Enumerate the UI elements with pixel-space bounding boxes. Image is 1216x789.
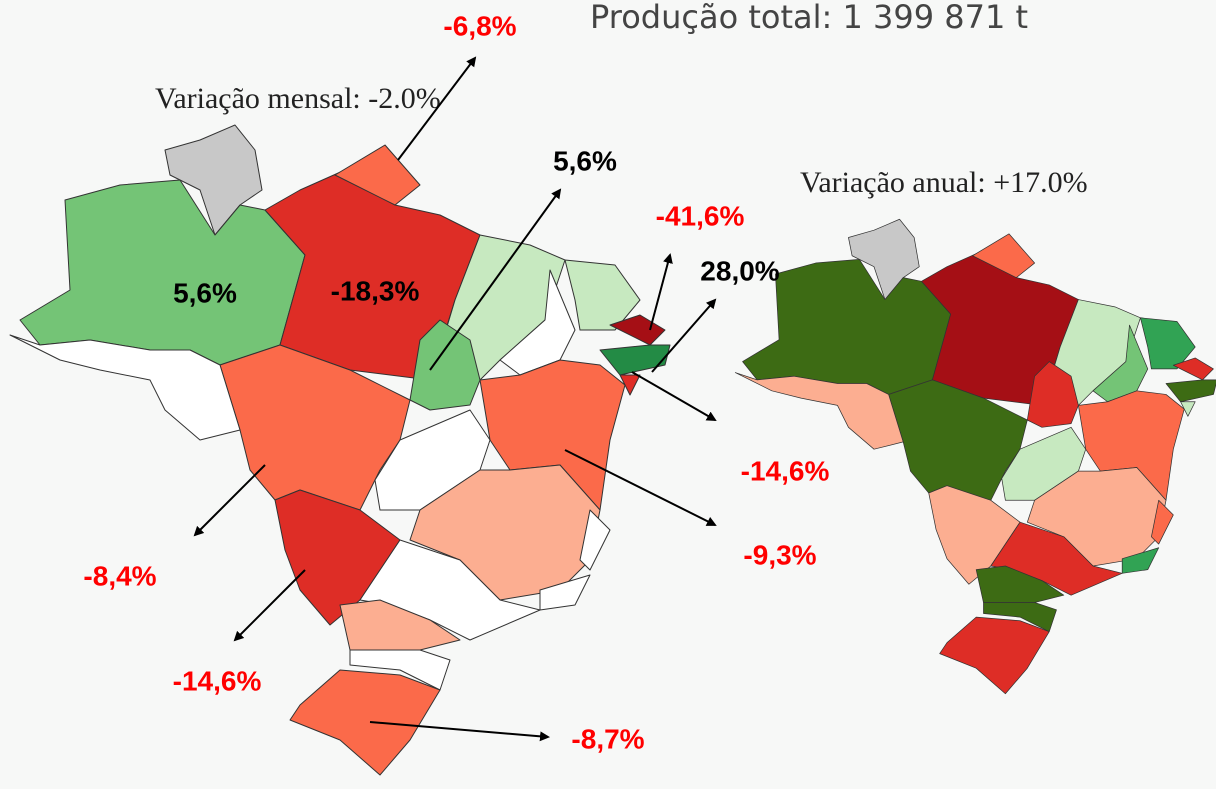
value-label: 5,6% xyxy=(553,145,617,176)
state xyxy=(20,180,305,365)
value-label: -8,7% xyxy=(571,723,644,754)
value-label: -8,4% xyxy=(83,560,156,591)
value-label: -18,3% xyxy=(331,275,420,306)
arrow xyxy=(650,255,670,330)
value-label: -9,3% xyxy=(743,539,816,570)
arrow xyxy=(652,300,715,372)
state xyxy=(600,345,670,375)
arrow xyxy=(235,570,305,640)
map-figure: Produção total: 1 399 871 t Variação men… xyxy=(0,0,1216,789)
map-title: Variação anual: +17.0% xyxy=(800,166,1088,199)
monthly-map xyxy=(10,125,670,775)
arrow xyxy=(195,465,265,535)
map-title: Variação mensal: -2.0% xyxy=(155,82,441,115)
production-total: Produção total: 1 399 871 t xyxy=(590,0,1028,36)
value-label: -41,6% xyxy=(656,200,745,231)
value-label: -14,6% xyxy=(741,455,830,486)
value-label: -14,6% xyxy=(173,665,262,696)
state xyxy=(1166,380,1216,402)
state xyxy=(940,617,1049,694)
value-label: -6,8% xyxy=(443,10,516,41)
arrow xyxy=(632,372,715,420)
value-label: 28,0% xyxy=(700,255,779,286)
state xyxy=(290,670,440,775)
value-label: 5,6% xyxy=(173,277,237,308)
